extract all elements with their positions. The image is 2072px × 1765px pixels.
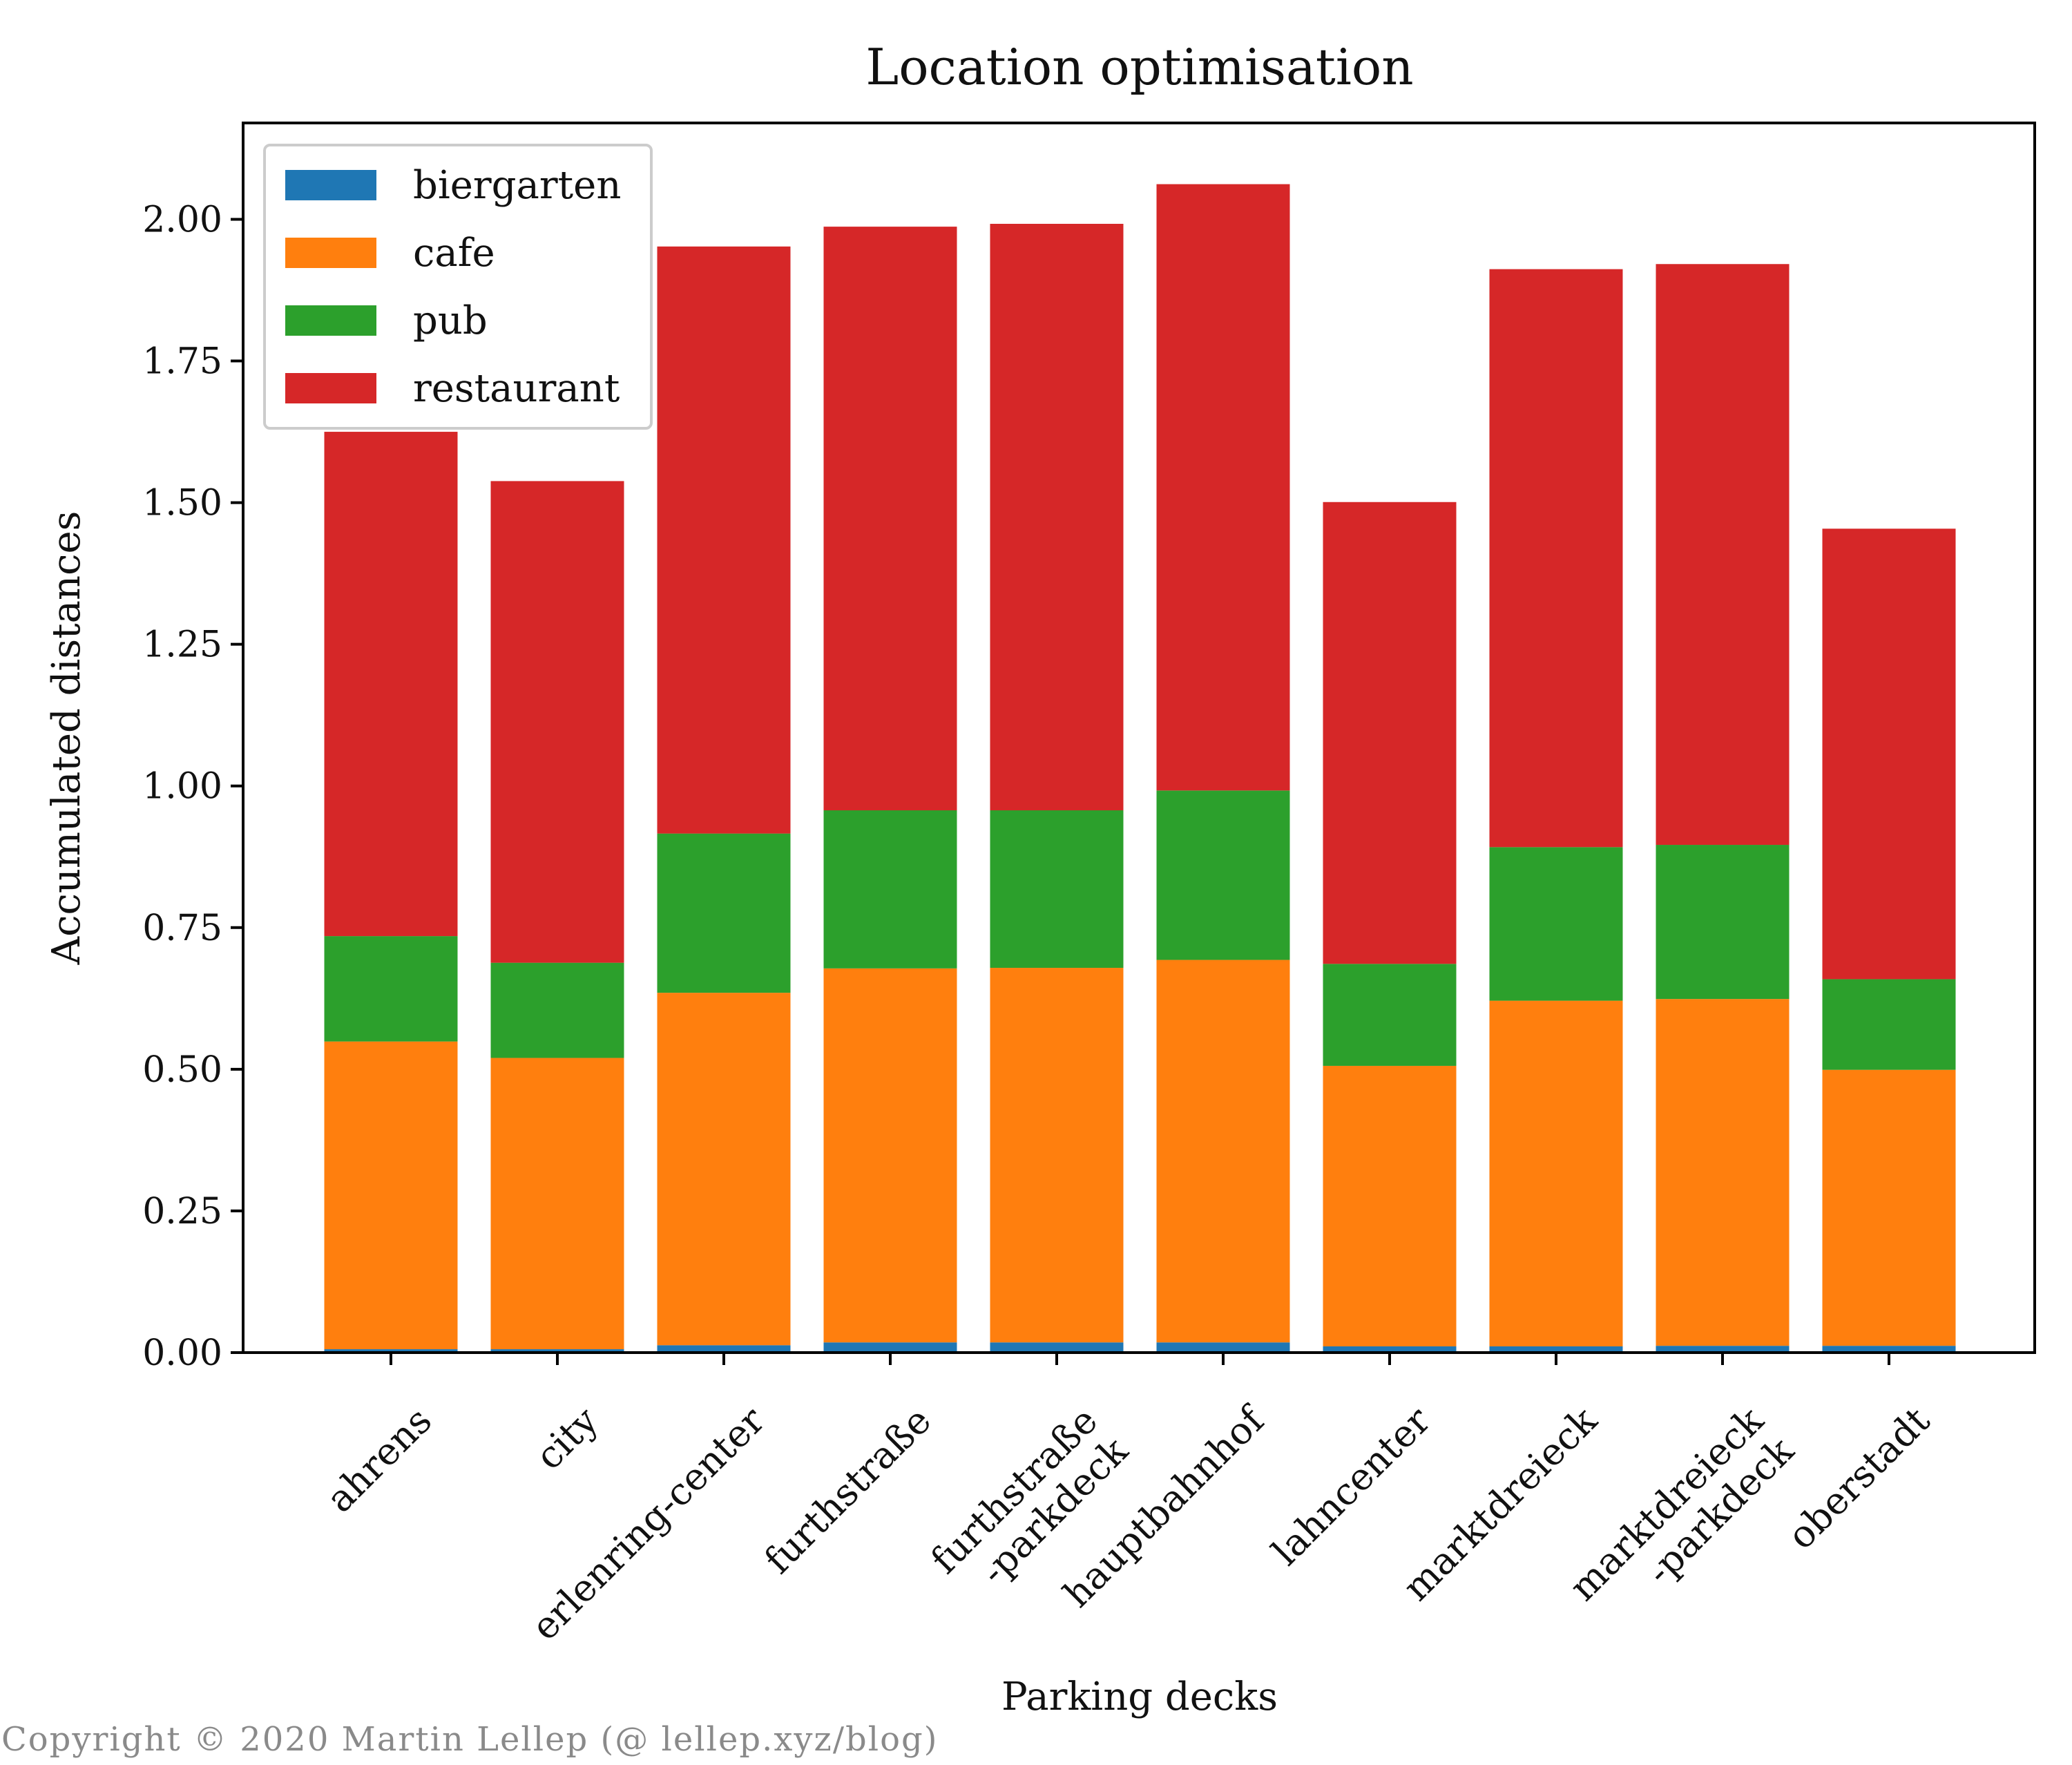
y-axis-label: Accumulated distances bbox=[44, 511, 89, 966]
bar-pub-furthstra-e bbox=[823, 810, 957, 969]
bar-restaurant-ahrens bbox=[324, 432, 458, 937]
x-tick-label-city: city bbox=[527, 1398, 606, 1478]
copyright-notice: Copyright © 2020 Martin Lellep (@ lellep… bbox=[1, 1720, 939, 1759]
bar-biergarten-marktdreieck-parkdeck bbox=[1656, 1346, 1790, 1353]
bar-pub-marktdreieck bbox=[1489, 847, 1623, 1001]
legend: biergarten cafe pub restaurant bbox=[263, 144, 653, 430]
bar-pub-marktdreieck-parkdeck bbox=[1656, 845, 1790, 1000]
bar-cafe-city bbox=[490, 1058, 624, 1350]
bar-biergarten-marktdreieck bbox=[1489, 1346, 1623, 1353]
bar-pub-ahrens bbox=[324, 936, 458, 1042]
bar-biergarten-hauptbahnhof bbox=[1156, 1342, 1290, 1353]
bar-pub-oberstadt bbox=[1822, 979, 1956, 1070]
x-tick-label-furthstra-e: furthstraße bbox=[756, 1399, 940, 1583]
bar-cafe-hauptbahnhof bbox=[1156, 960, 1290, 1343]
y-tick-label: 0.25 bbox=[142, 1191, 222, 1232]
x-tick-label-ahrens: ahrens bbox=[318, 1399, 440, 1521]
bar-restaurant-lahncenter bbox=[1323, 502, 1457, 964]
bar-pub-hauptbahnhof bbox=[1156, 790, 1290, 960]
bar-biergarten-erlenring-center bbox=[657, 1345, 791, 1353]
legend-swatch-cafe bbox=[285, 238, 376, 268]
bar-restaurant-hauptbahnhof bbox=[1156, 184, 1290, 791]
legend-label-restaurant: restaurant bbox=[413, 366, 620, 411]
bar-biergarten-ahrens bbox=[324, 1349, 458, 1353]
bar-restaurant-city bbox=[490, 481, 624, 963]
bar-cafe-ahrens bbox=[324, 1041, 458, 1350]
y-tick-label: 0.00 bbox=[142, 1333, 222, 1374]
x-tick-label-oberstadt: oberstadt bbox=[1779, 1398, 1939, 1558]
y-tick-label: 1.00 bbox=[142, 766, 222, 808]
bar-biergarten-lahncenter bbox=[1323, 1346, 1457, 1353]
y-tick-label: 2.00 bbox=[142, 199, 222, 240]
legend-swatch-biergarten bbox=[285, 170, 376, 200]
legend-swatch-pub bbox=[285, 305, 376, 336]
x-axis-label: Parking decks bbox=[1001, 1675, 1278, 1719]
bar-biergarten-city bbox=[490, 1349, 624, 1353]
legend-label-biergarten: biergarten bbox=[413, 163, 621, 208]
bar-biergarten-oberstadt bbox=[1822, 1346, 1956, 1353]
bar-pub-lahncenter bbox=[1323, 964, 1457, 1066]
chart-title: Location optimisation bbox=[865, 38, 1413, 96]
x-axis: ahrens cityerlenring-centerfurthstraßefur… bbox=[318, 1353, 1938, 1649]
bar-pub-erlenring-center bbox=[657, 833, 791, 993]
y-tick-label: 1.25 bbox=[142, 624, 222, 666]
bar-restaurant-furthstra-e-parkdeck bbox=[990, 224, 1124, 810]
bar-restaurant-marktdreieck bbox=[1489, 269, 1623, 848]
bar-cafe-marktdreieck-parkdeck bbox=[1656, 999, 1790, 1346]
legend-label-pub: pub bbox=[413, 298, 488, 343]
bar-cafe-furthstra-e-parkdeck bbox=[990, 968, 1124, 1343]
legend-swatch-restaurant bbox=[285, 373, 376, 403]
bar-cafe-furthstra-e bbox=[823, 968, 957, 1343]
y-tick-label: 0.50 bbox=[142, 1049, 222, 1091]
bar-cafe-oberstadt bbox=[1822, 1069, 1956, 1346]
plot-frame bbox=[242, 122, 2036, 1354]
y-tick-label: 1.75 bbox=[142, 341, 222, 383]
bar-pub-city bbox=[490, 962, 624, 1058]
bar-restaurant-marktdreieck-parkdeck bbox=[1656, 264, 1790, 846]
legend-box bbox=[263, 144, 653, 430]
bar-biergarten-furthstra-e bbox=[823, 1342, 957, 1353]
bar-biergarten-furthstra-e-parkdeck bbox=[990, 1342, 1124, 1353]
bars bbox=[324, 184, 1956, 1353]
y-tick-label: 0.75 bbox=[142, 908, 222, 949]
legend-label-cafe: cafe bbox=[413, 231, 495, 276]
bar-cafe-marktdreieck bbox=[1489, 1000, 1623, 1346]
y-axis: 0.00 0.25 0.50 0.75 1.00 1.25 1.50 1.75 2.00 bbox=[142, 199, 243, 1374]
bar-pub-furthstra-e-parkdeck bbox=[990, 810, 1124, 969]
bar-cafe-lahncenter bbox=[1323, 1065, 1457, 1346]
bar-restaurant-oberstadt bbox=[1822, 528, 1956, 980]
x-tick-label-lahncenter: lahncenter bbox=[1264, 1399, 1439, 1574]
bar-restaurant-furthstra-e bbox=[823, 227, 957, 810]
bar-restaurant-erlenring-center bbox=[657, 246, 791, 834]
bar-cafe-erlenring-center bbox=[657, 993, 791, 1346]
y-tick-label: 1.50 bbox=[142, 483, 222, 524]
